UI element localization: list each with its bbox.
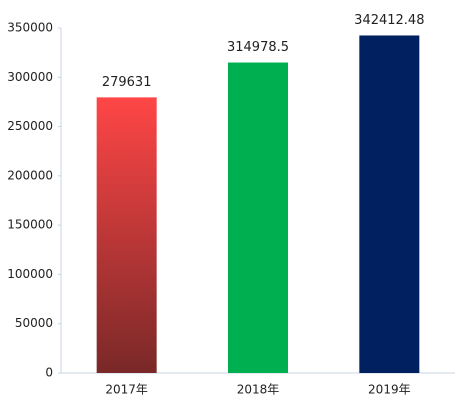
x-tick-label: 2018年 bbox=[237, 383, 280, 397]
y-tick-label: 200000 bbox=[7, 168, 53, 182]
bar bbox=[228, 62, 288, 374]
data-label: 342412.48 bbox=[354, 13, 424, 28]
y-tick-label: 150000 bbox=[7, 218, 53, 232]
y-tick-label: 300000 bbox=[7, 70, 53, 84]
data-label: 279631 bbox=[102, 75, 152, 90]
bar bbox=[96, 97, 157, 373]
bar bbox=[359, 35, 420, 373]
x-tick-label: 2019年 bbox=[368, 383, 411, 397]
y-tick-label: 250000 bbox=[7, 119, 53, 133]
y-tick-label: 0 bbox=[45, 366, 53, 380]
y-tick-label: 350000 bbox=[7, 21, 53, 35]
data-label: 314978.5 bbox=[227, 40, 289, 55]
y-tick-label: 100000 bbox=[7, 267, 53, 281]
y-tick-label: 50000 bbox=[15, 316, 53, 330]
x-tick-label: 2017年 bbox=[105, 383, 148, 397]
